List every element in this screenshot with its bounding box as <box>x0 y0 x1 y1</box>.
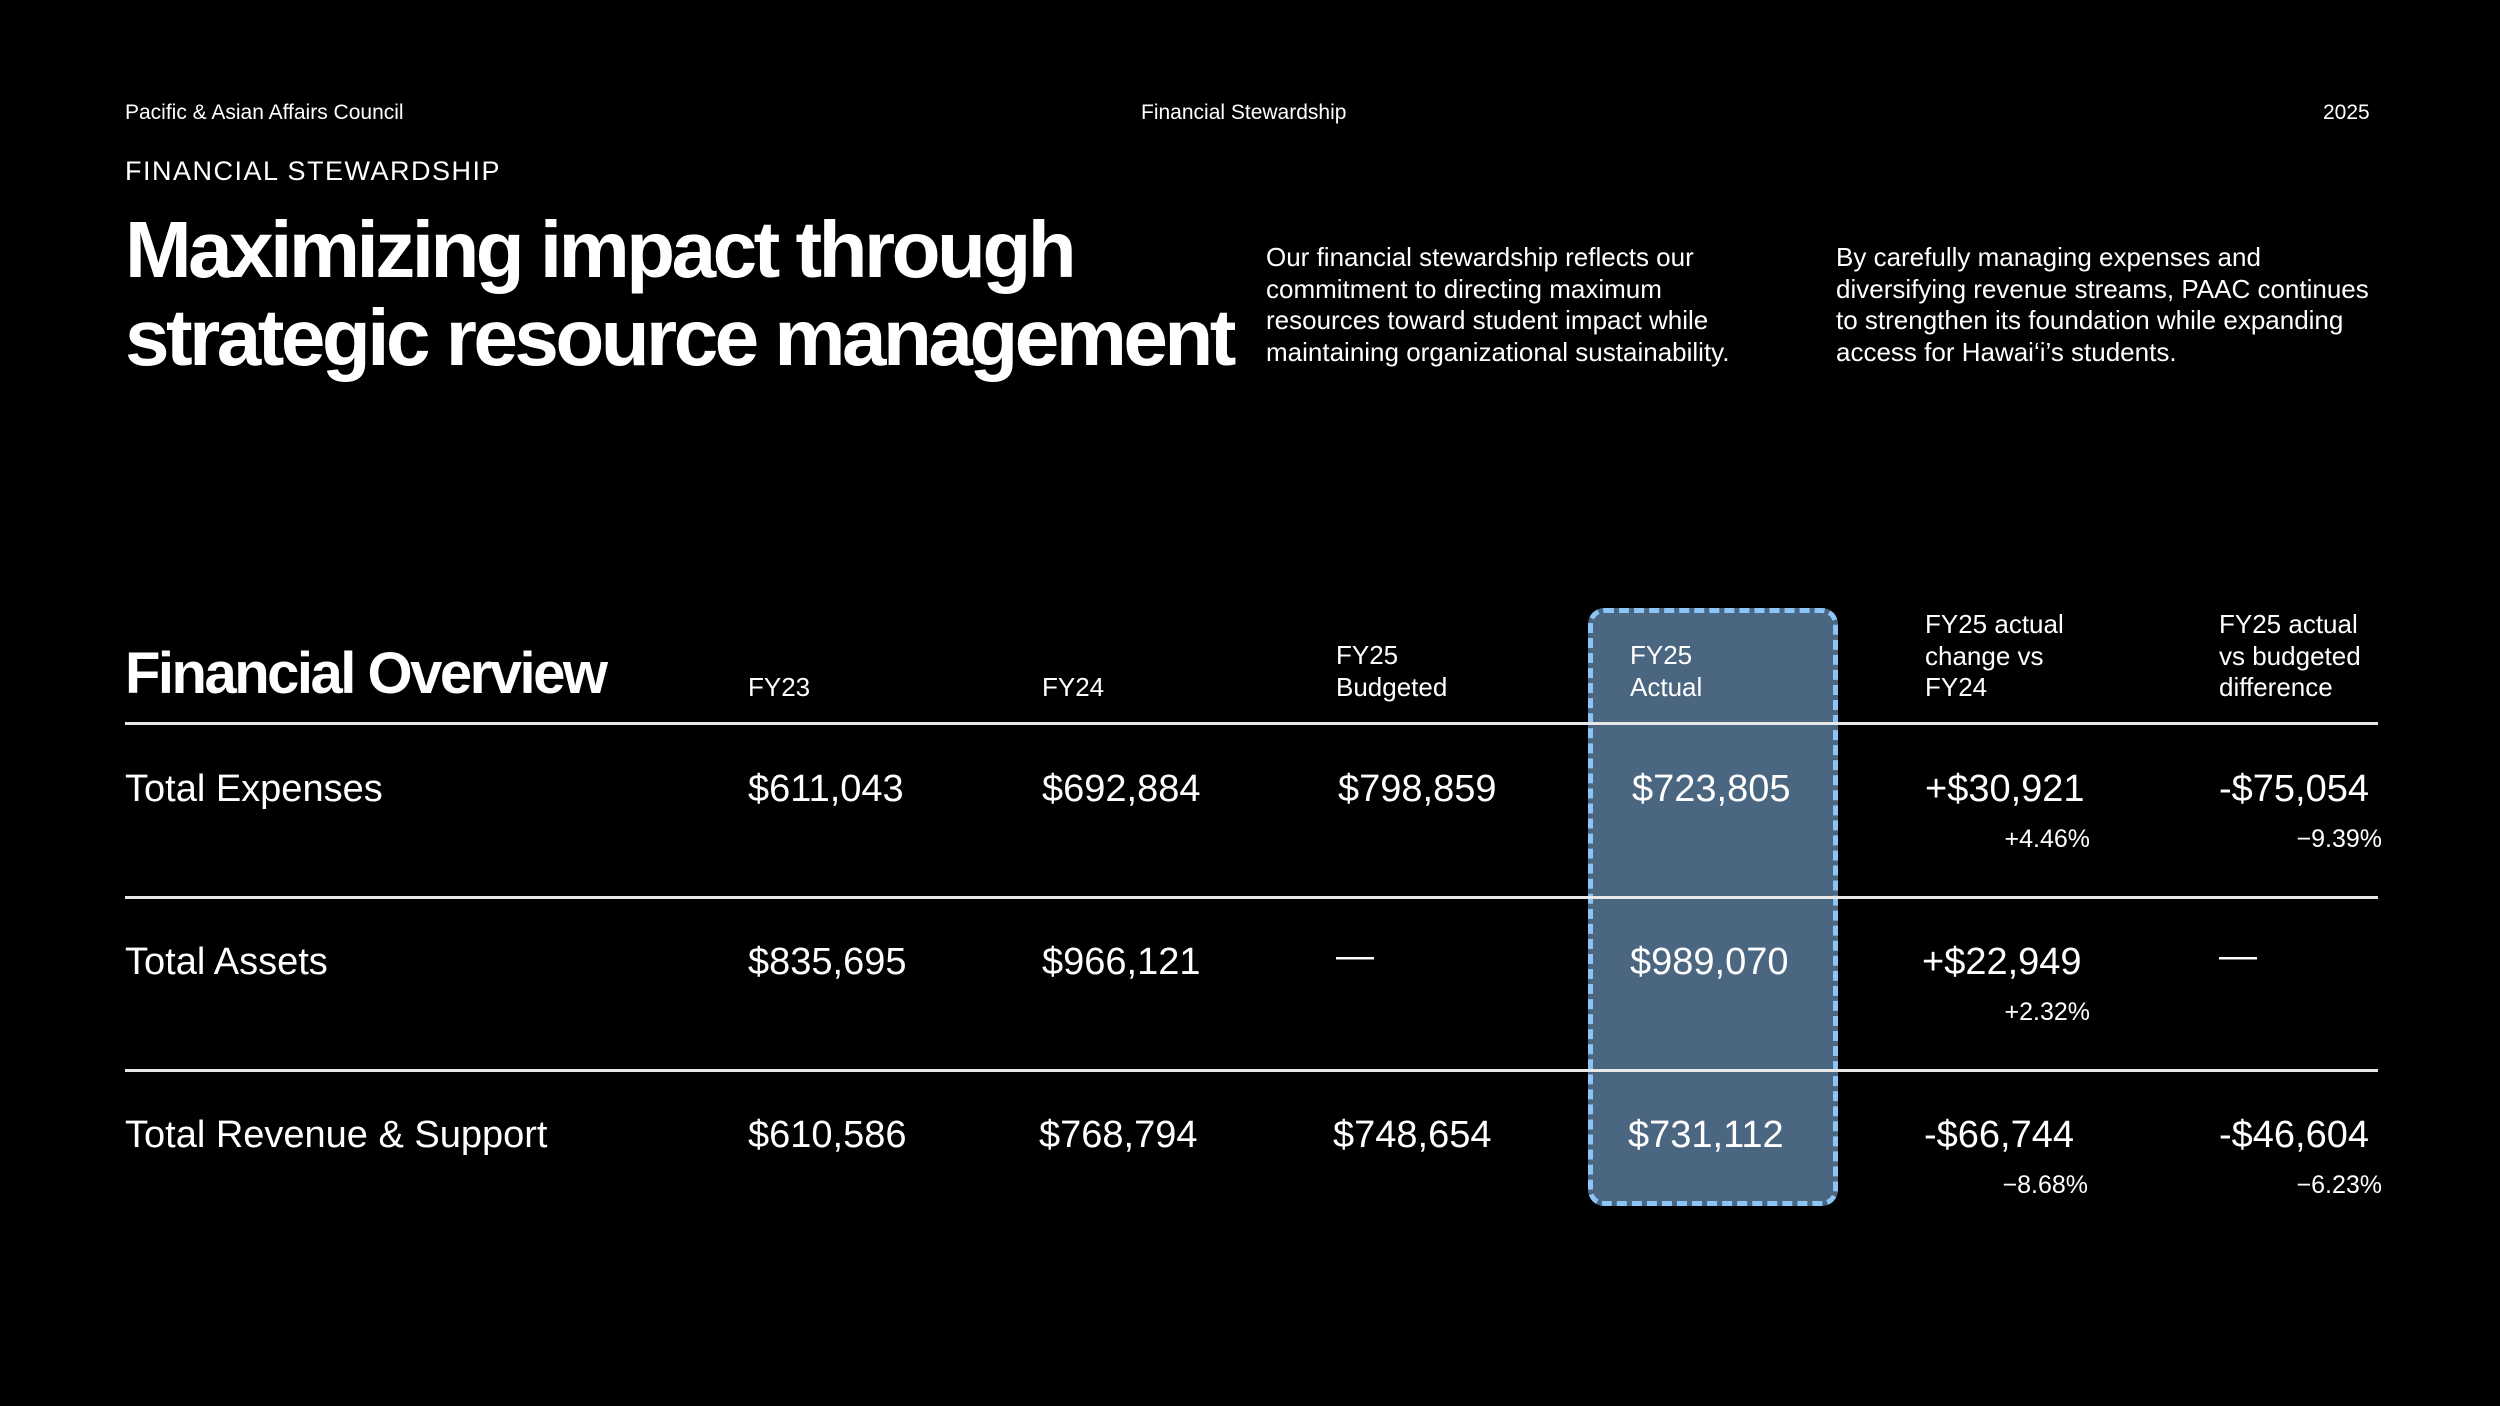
row-divider <box>125 896 2378 899</box>
col-header-fy23: FY23 <box>748 672 811 702</box>
col-header-change-vs-fy24: FY25 actual change vs FY24 <box>1925 609 2064 702</box>
table-title: Financial Overview <box>125 641 608 706</box>
year-label: 2025 <box>2323 101 2370 124</box>
cell-vs-budget: -$46,604 <box>2219 1114 2370 1156</box>
cell-fy25-budgeted-empty: — <box>1336 935 1374 977</box>
headline-line-2: strategic resource management <box>125 293 1236 382</box>
cell-vs-budget: -$75,054 <box>2219 768 2370 810</box>
cell-fy23: $611,043 <box>748 768 904 810</box>
row-label-total-expenses: Total Expenses <box>125 768 383 810</box>
cell-fy23: $835,695 <box>748 941 907 983</box>
cell-fy25-budgeted: $748,654 <box>1333 1114 1492 1156</box>
row-label-total-revenue-support: Total Revenue & Support <box>125 1114 548 1156</box>
cell-fy23: $610,586 <box>748 1114 907 1156</box>
cell-fy25-budgeted: $798,859 <box>1338 768 1497 810</box>
cell-fy24: $768,794 <box>1039 1114 1198 1156</box>
row-label-total-assets: Total Assets <box>125 941 328 983</box>
cell-change-vs-fy24: -$66,744 <box>1924 1114 2075 1156</box>
intro-paragraph-2: By carefully managing expenses and diver… <box>1836 242 2369 367</box>
headline-line-1: Maximizing impact through <box>125 205 1077 294</box>
cell-vs-budget-pct: −6.23% <box>2296 1171 2383 1199</box>
eyebrow-label: FINANCIAL STEWARDSHIP <box>125 156 502 186</box>
fy25-actual-highlight <box>1588 608 1838 1206</box>
page-title: Maximizing impact through strategic reso… <box>125 206 1265 382</box>
row-divider <box>125 1069 2378 1072</box>
header-divider <box>125 722 2378 725</box>
cell-change-vs-fy24-pct: +4.46% <box>2004 825 2091 853</box>
cell-fy24: $966,121 <box>1042 941 1201 983</box>
section-name: Financial Stewardship <box>1141 101 1347 124</box>
col-header-fy24: FY24 <box>1042 672 1105 702</box>
col-header-vs-budgeted: FY25 actual vs budgeted difference <box>2219 609 2361 702</box>
org-name: Pacific & Asian Affairs Council <box>125 101 404 124</box>
col-header-fy25-actual: FY25 Actual <box>1630 640 1703 702</box>
cell-change-vs-fy24-pct: −8.68% <box>2002 1171 2089 1199</box>
cell-fy24: $692,884 <box>1042 768 1201 810</box>
cell-fy25-actual: $731,112 <box>1628 1114 1784 1156</box>
cell-fy25-actual: $723,805 <box>1632 768 1791 810</box>
cell-change-vs-fy24-pct: +2.32% <box>2004 998 2091 1026</box>
cell-vs-budget-empty: — <box>2219 935 2257 977</box>
col-header-fy25-budgeted: FY25 Budgeted <box>1336 640 1448 702</box>
cell-change-vs-fy24: +$30,921 <box>1925 768 2085 810</box>
cell-change-vs-fy24: +$22,949 <box>1922 941 2082 983</box>
cell-fy25-actual: $989,070 <box>1630 941 1789 983</box>
cell-vs-budget-pct: −9.39% <box>2296 825 2383 853</box>
intro-paragraph-1: Our financial stewardship reflects our c… <box>1266 242 1730 367</box>
